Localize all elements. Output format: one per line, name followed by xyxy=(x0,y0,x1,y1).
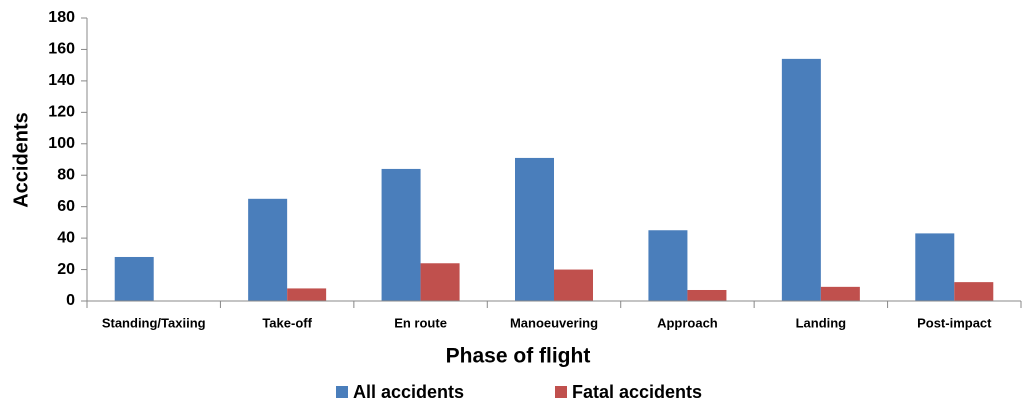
x-tick-label: Take-off xyxy=(262,315,312,330)
x-axis-title: Phase of flight xyxy=(446,345,591,368)
y-tick-label: 20 xyxy=(57,261,75,278)
y-tick-label: 100 xyxy=(48,135,75,152)
x-tick-label: Manoeuvering xyxy=(510,315,598,330)
legend-label: All accidents xyxy=(353,382,464,402)
bar xyxy=(381,168,421,301)
y-tick-label: 180 xyxy=(48,9,75,26)
y-tick-label: 40 xyxy=(57,229,75,246)
y-tick-label: 80 xyxy=(57,166,75,183)
bar xyxy=(954,282,994,301)
bar xyxy=(915,233,955,301)
y-axis-title: Accidents xyxy=(10,112,32,208)
x-tick-label: Landing xyxy=(796,315,847,330)
x-tick-label: Standing/Taxiing xyxy=(102,315,206,330)
bar xyxy=(820,286,860,301)
legend-label: Fatal accidents xyxy=(572,382,702,402)
bar xyxy=(420,263,460,301)
bar xyxy=(287,288,327,301)
y-tick-label: 120 xyxy=(48,104,75,121)
bar xyxy=(648,230,688,301)
y-tick-label: 60 xyxy=(57,198,75,215)
x-tick-label: En route xyxy=(394,315,447,330)
legend-swatch xyxy=(555,386,567,398)
bar xyxy=(781,58,821,301)
bar xyxy=(114,256,154,301)
y-tick-label: 0 xyxy=(66,292,75,309)
bar xyxy=(515,157,554,301)
y-tick-label: 160 xyxy=(48,41,75,58)
x-tick-label: Post-impact xyxy=(917,315,992,330)
y-tick-label: 140 xyxy=(48,72,75,89)
legend-swatch xyxy=(336,386,348,398)
x-tick-label: Approach xyxy=(657,315,718,330)
bar xyxy=(554,269,593,301)
bar xyxy=(687,289,727,301)
bar xyxy=(248,198,288,301)
